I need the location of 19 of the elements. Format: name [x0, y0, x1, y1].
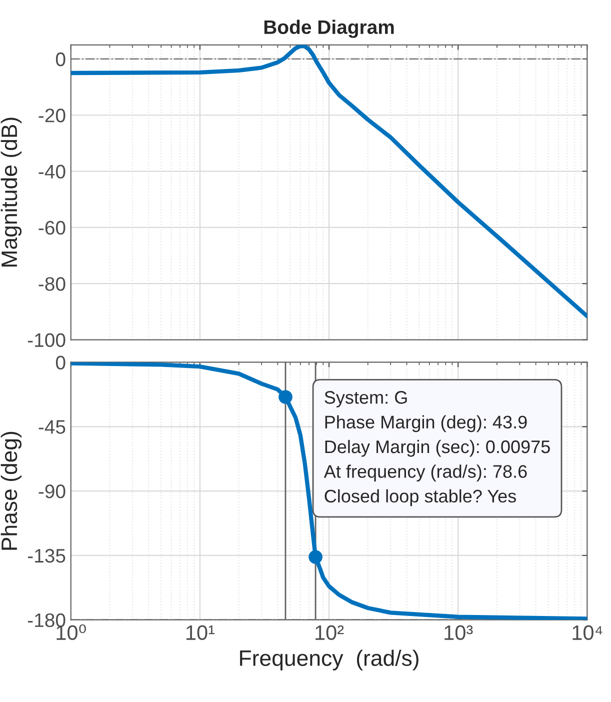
y-tick-label: -45	[38, 420, 66, 434]
y-tick-label: -60	[38, 220, 66, 235]
y-tick-label: -20	[38, 108, 66, 122]
x-tick-label: 10³	[444, 625, 473, 640]
x-tick-label: 10²	[316, 625, 344, 640]
x-tick-label: 10⁴	[572, 625, 602, 640]
x-tick-label: 10¹	[186, 625, 215, 640]
y-axis-title: Magnitude (dB)	[0, 118, 22, 266]
y-tick-label: -40	[38, 164, 66, 179]
y-axis-title: Phase (deg)	[0, 432, 22, 550]
chart-title: Bode Diagram	[264, 20, 394, 38]
y-tick-label: -80	[38, 277, 66, 291]
y-tick-label: -135	[28, 548, 66, 563]
annotation: System: G Phase Margin (deg): 43.9 Delay Margin (sec): 0.00975 At frequency (rad/s): 78.6 Closed loop stable? Yes	[324, 391, 550, 506]
y-tick-label: -100	[28, 333, 66, 348]
x-axis-title: Frequency (rad/s)	[240, 650, 418, 670]
y-tick-label: 0	[56, 52, 66, 66]
y-tick-label: -90	[38, 484, 66, 498]
y-tick-label: 0	[56, 356, 66, 370]
